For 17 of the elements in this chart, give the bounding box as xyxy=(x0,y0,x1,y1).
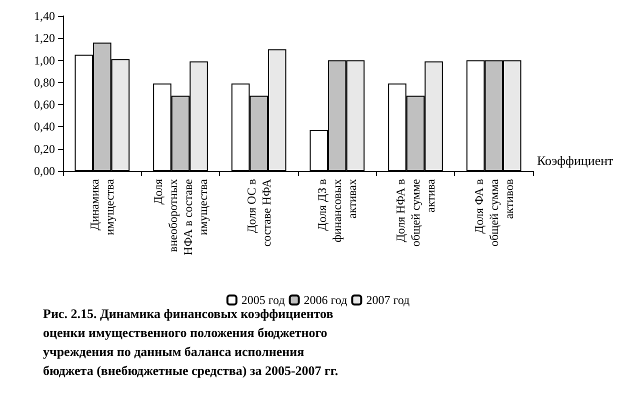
y-tick-label: 0,40 xyxy=(34,120,55,134)
x-axis-title: Коэффициент xyxy=(537,153,614,168)
legend-label: 2006 год xyxy=(304,293,348,307)
x-tick-label: Доля ФА в общей сумма активов xyxy=(472,178,516,247)
legend-label: 2005 год xyxy=(241,293,285,307)
y-tick-label: 0,80 xyxy=(34,75,55,90)
y-tick-label: 0,00 xyxy=(34,164,55,178)
x-tick-label: Динамика имущества xyxy=(88,178,117,236)
text: Рис. 2.15. Динамика финансовых коэффициентов оценки имущественного положения бюджетного учреждения по данным баланса исполнения бюджета (внебюджетные средства) за 2005-2007 гг. xyxy=(43,306,338,378)
legend-label: 2007 год xyxy=(366,293,410,307)
y-tick-label: 0,20 xyxy=(34,142,55,156)
x-tick-label: Доля НФА в общей сумме актива xyxy=(394,178,438,247)
y-tick-label: 0,60 xyxy=(34,98,55,112)
y-tick-label: 1,40 xyxy=(34,9,55,23)
y-tick-label: 1,00 xyxy=(34,53,55,68)
y-tick-label: 1,20 xyxy=(34,31,55,46)
x-tick-label: Доля ДЗ в финансовых активах xyxy=(315,178,360,242)
